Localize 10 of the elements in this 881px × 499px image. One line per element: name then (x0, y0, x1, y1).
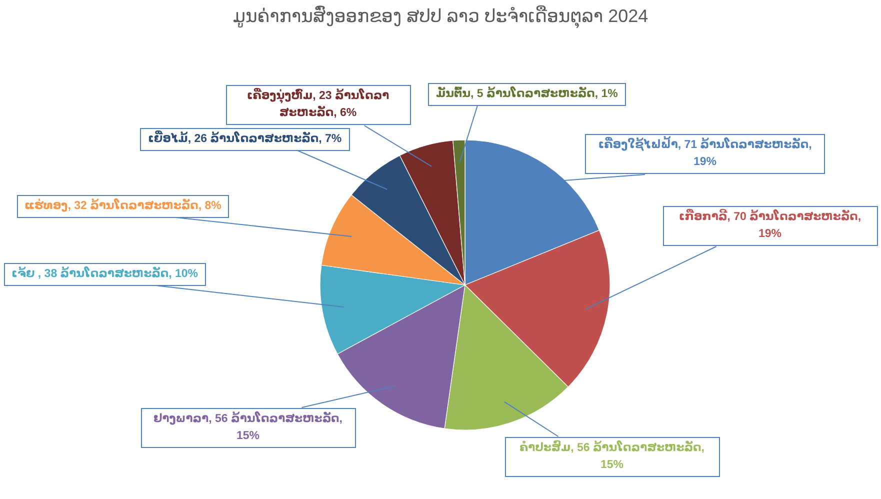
slice-label: ເຄື່ອງນຸ່ງຫົ່ມ, 23 ລ້ານໂດລາສະຫະລັດ, 6% (226, 84, 410, 125)
slice-label: ຄຳປະສົມ, 56 ລ້ານໂດລາສະຫະລັດ, 15% (504, 436, 720, 477)
slice-label: ເຄື່ອງໃຊ້ໄຟຟ້າ, 71 ລ້ານໂດລາສະຫະລັດ, 19% (585, 134, 825, 174)
slice-label: ມັນຕົ້ນ, 5 ລ້ານໂດລາສະຫະລັດ, 1% (428, 82, 626, 106)
slice-label: ເກືອກາລີ, 70 ລ້ານໂດລາສະຫະລັດ, 19% (662, 206, 878, 246)
slice-label: ເຍື່ອໄມ້, 26 ລ້ານໂດລາສະຫະລັດ, 7% (140, 128, 350, 151)
chart-title: ມູນຄ່າການສົ່ງອອກຂອງ ສປປ ລາວ ປະຈຳເດືອນຕຸລາ 2024 (232, 6, 650, 27)
slice-label: ແຮ່ທອງ, 32 ລ້ານໂດລາສະຫະລັດ, 8% (16, 194, 230, 218)
slice-label: ຢາງພາລາ, 56 ລ້ານໂດລາສະຫະລັດ, 15% (140, 408, 356, 448)
slice-label: ເຈ້ຍ , 38 ລ້ານໂດລາສະຫະລັດ, 10% (4, 262, 206, 286)
